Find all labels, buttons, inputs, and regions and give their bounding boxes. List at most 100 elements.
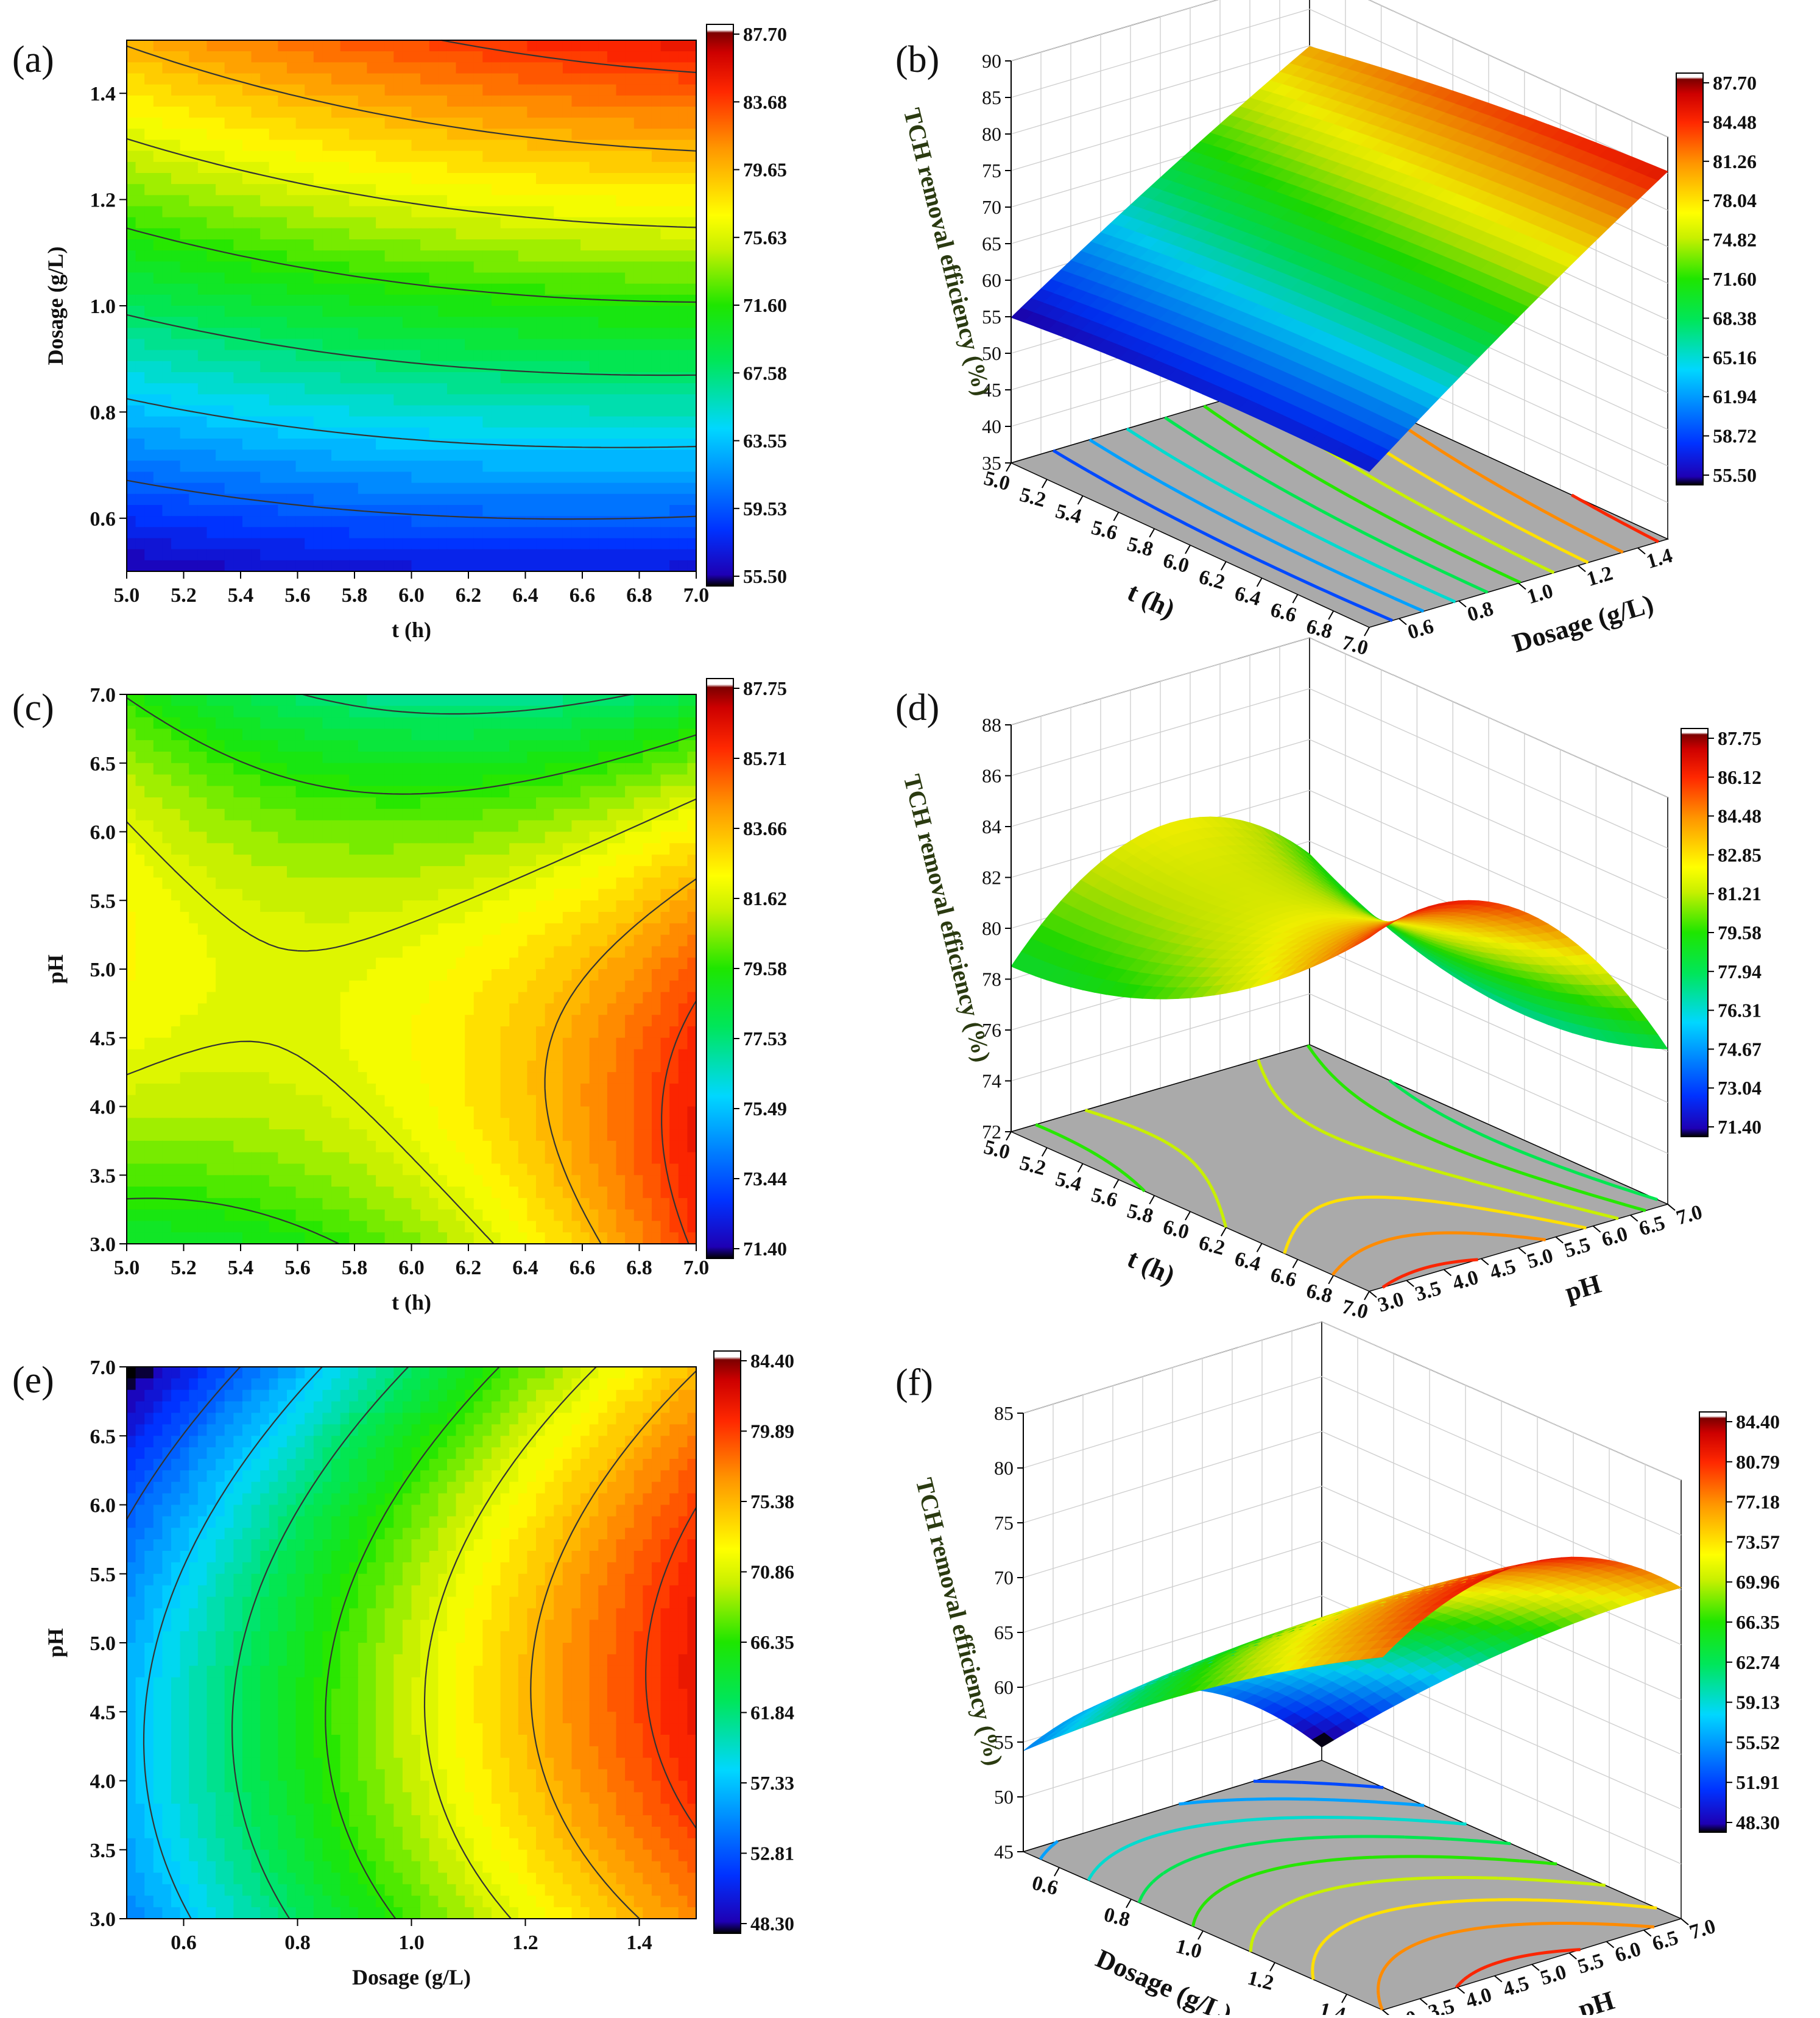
- contour-cell: [287, 284, 296, 295]
- contour-cell: [314, 217, 323, 229]
- contour-cell: [385, 40, 394, 52]
- contour-cell: [269, 129, 278, 140]
- contour-cell: [189, 527, 198, 538]
- contour-cell: [456, 797, 465, 810]
- contour-cell: [189, 228, 198, 240]
- contour-cell: [216, 118, 225, 129]
- contour-cell: [492, 775, 501, 787]
- contour-cell: [287, 527, 296, 538]
- contour-cell: [447, 439, 456, 450]
- contour-cell: [456, 450, 465, 461]
- contour-cell: [393, 752, 403, 764]
- contour-cell: [669, 694, 679, 707]
- contour-cell: [563, 494, 572, 506]
- contour-cell: [305, 809, 314, 821]
- contour-cell: [412, 151, 421, 163]
- contour-cell: [153, 786, 163, 798]
- contour-cell: [687, 306, 696, 317]
- contour-cell: [233, 406, 242, 417]
- contour-cell: [242, 140, 252, 152]
- contour-cell: [429, 361, 439, 373]
- contour-cell: [358, 797, 367, 810]
- contour-cell: [465, 472, 474, 484]
- contour-cell: [652, 228, 661, 240]
- contour-cell: [242, 85, 252, 96]
- contour-cell: [340, 339, 350, 351]
- contour-cell: [403, 184, 412, 196]
- contour-cell: [252, 62, 261, 74]
- contour-cell: [331, 549, 340, 561]
- contour-cell: [260, 538, 269, 550]
- contour-cell: [679, 740, 688, 752]
- contour-cell: [260, 74, 269, 85]
- contour-cell: [252, 317, 261, 328]
- contour-cell: [669, 406, 679, 417]
- contour-cell: [314, 428, 323, 439]
- contour-cell: [153, 718, 163, 730]
- contour-cell: [322, 450, 331, 461]
- contour-cell: [136, 62, 145, 74]
- contour-cell: [669, 173, 679, 185]
- contour-cell: [376, 162, 385, 174]
- contour-cell: [305, 706, 314, 718]
- contour-cell: [634, 228, 643, 240]
- contour-cell: [349, 549, 358, 561]
- contour-cell: [367, 383, 376, 395]
- contour-cell: [474, 394, 483, 406]
- x-tick-mark: [1078, 496, 1083, 504]
- contour-cell: [162, 729, 171, 741]
- contour-cell: [412, 472, 421, 484]
- contour-cell: [687, 549, 696, 561]
- contour-cell: [616, 417, 626, 428]
- contour-cell: [136, 752, 145, 764]
- contour-cell: [474, 505, 483, 517]
- contour-cell: [171, 118, 180, 129]
- contour-cell: [465, 763, 474, 775]
- contour-cell: [607, 273, 616, 284]
- contour-cell: [536, 118, 545, 129]
- contour-cell: [403, 832, 412, 844]
- contour-cell: [412, 250, 421, 262]
- contour-cell: [447, 538, 456, 550]
- contour-cell: [492, 832, 501, 844]
- contour-cell: [474, 217, 483, 229]
- contour-cell: [429, 763, 439, 775]
- contour-cell: [501, 472, 510, 484]
- contour-cell: [501, 383, 510, 395]
- contour-cell: [260, 549, 269, 561]
- contour-cell: [492, 560, 501, 572]
- contour-cell: [429, 460, 439, 472]
- contour-cell: [136, 786, 145, 798]
- contour-cell: [376, 406, 385, 417]
- contour-cell: [429, 786, 439, 798]
- contour-cell: [590, 129, 599, 140]
- z-tick-label: 75: [982, 160, 1001, 182]
- contour-cell: [509, 538, 518, 550]
- contour-cell: [661, 284, 670, 295]
- contour-cell: [492, 239, 501, 251]
- contour-cell: [233, 184, 242, 196]
- contour-cell: [456, 560, 465, 572]
- contour-cell: [252, 74, 261, 85]
- contour-cell: [225, 228, 234, 240]
- contour-cell: [260, 51, 269, 63]
- contour-cell: [233, 339, 242, 351]
- contour-cell: [590, 107, 599, 118]
- x-tick-mark: [1113, 512, 1118, 521]
- contour-cell: [136, 228, 145, 240]
- contour-cell: [652, 694, 661, 707]
- contour-cell: [420, 820, 429, 833]
- contour-cell: [385, 228, 394, 240]
- contour-cell: [278, 832, 287, 844]
- contour-cell: [180, 439, 189, 450]
- contour-cell: [127, 439, 136, 450]
- contour-cell: [447, 752, 456, 764]
- contour-cell: [403, 549, 412, 561]
- contour-cell: [305, 538, 314, 550]
- contour-cell: [331, 317, 340, 328]
- contour-cell: [456, 339, 465, 351]
- contour-cell: [625, 350, 634, 362]
- contour-cell: [136, 809, 145, 821]
- contour-cell: [367, 775, 376, 787]
